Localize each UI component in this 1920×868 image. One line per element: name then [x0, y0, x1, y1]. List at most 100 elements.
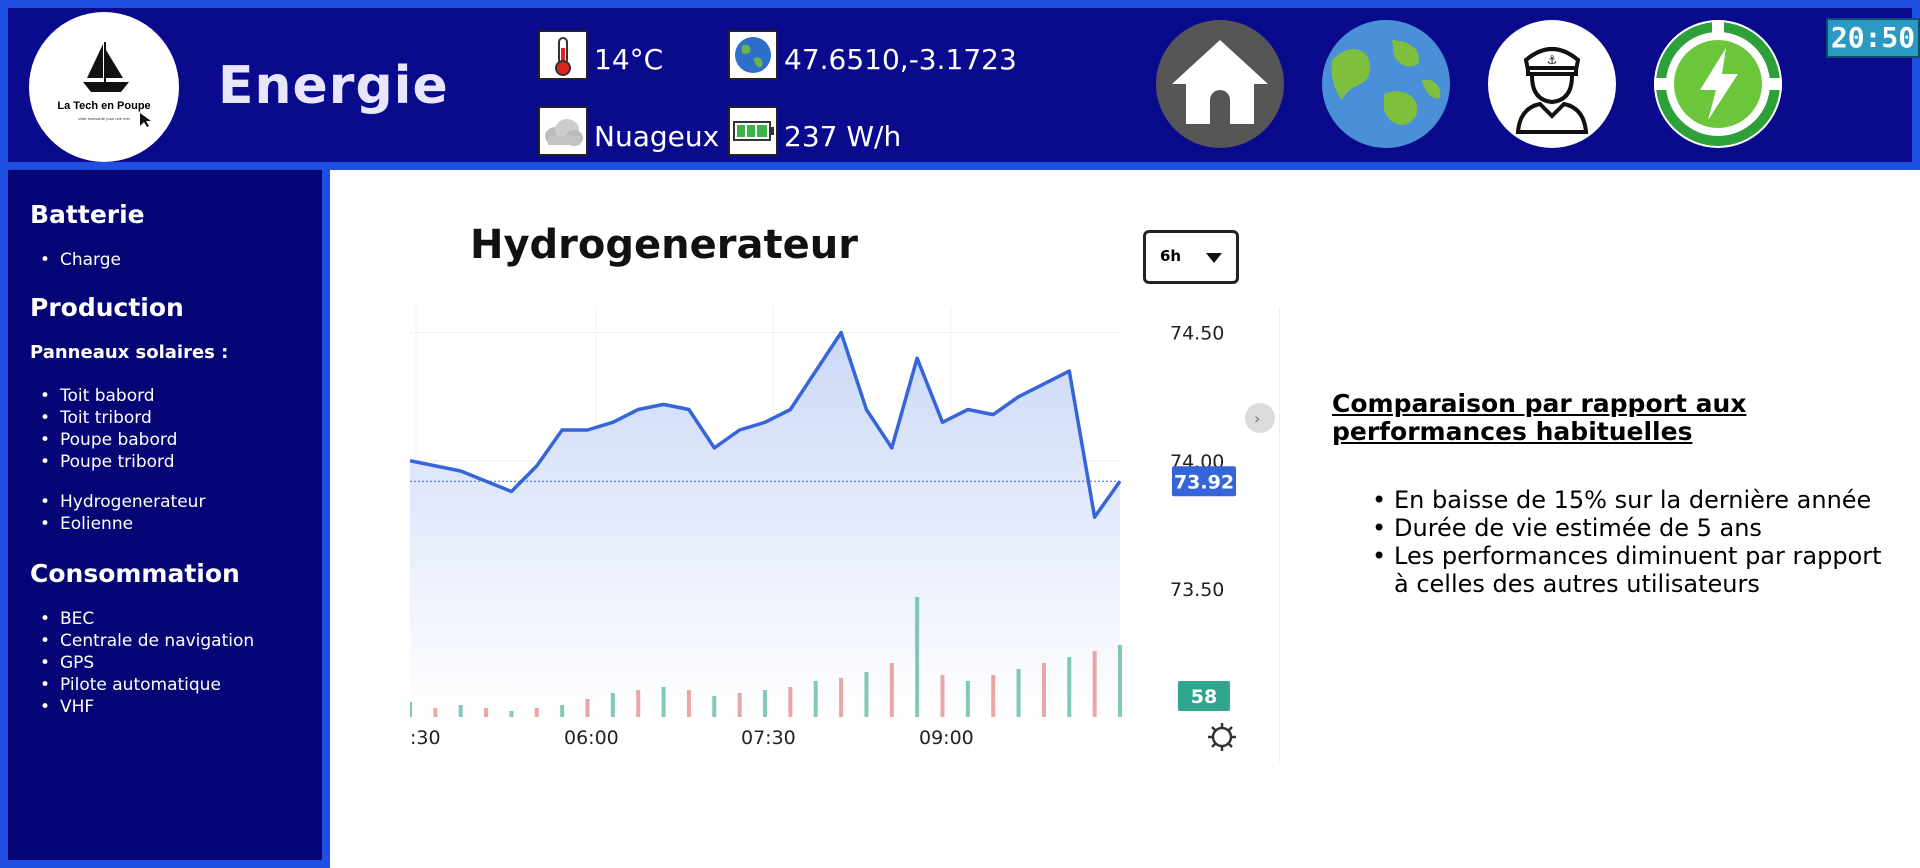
sidebar-section-batterie[interactable]: Batterie	[30, 200, 145, 229]
sidebar-list-consommation: BEC Centrale de navigation GPS Pilote au…	[30, 608, 270, 718]
sidebar-item-vhf[interactable]: VHF	[30, 696, 270, 718]
map-button[interactable]	[1322, 20, 1450, 148]
thermometer-icon	[538, 30, 588, 80]
volume-bar	[915, 597, 920, 717]
sidebar-item-bec[interactable]: BEC	[30, 608, 270, 630]
volume-bar	[965, 681, 970, 717]
clock: 20:50	[1826, 18, 1920, 58]
x-tick-label: 06:00	[564, 727, 619, 749]
logo[interactable]: La Tech en Poupe Voile innovante pour un…	[29, 12, 179, 162]
sidebar-list-batterie: Charge	[30, 249, 322, 271]
sidebar-item-eolienne[interactable]: Eolienne	[30, 513, 322, 535]
main-content: Hydrogenerateur 6h 74.50 74.00 73.50 :30 06…	[330, 170, 1920, 868]
volume-bar	[484, 708, 489, 717]
comparison-item: Durée de vie estimée de 5 ans	[1372, 514, 1892, 542]
volume-bar	[737, 693, 742, 717]
comparison-panel: Comparaison par rapport aux performances…	[1332, 389, 1892, 599]
volume-label: 58	[1191, 686, 1217, 708]
y-tick-label: 73.50	[1170, 579, 1224, 601]
sidebar-item-poupe-tribord[interactable]: Poupe tribord	[30, 451, 322, 473]
volume-bar	[788, 687, 793, 717]
battery-icon	[728, 106, 778, 156]
comparison-list: En baisse de 15% sur la dernière année D…	[1372, 486, 1892, 598]
sidebar-list-solar: Toit babord Toit tribord Poupe babord Po…	[30, 385, 322, 473]
volume-bar	[889, 663, 894, 717]
last-value-badge: 73.92	[1172, 466, 1236, 497]
range-select[interactable]: 6h	[1143, 230, 1239, 284]
range-select-value: 6h	[1160, 247, 1182, 265]
logo-text: La Tech en Poupe	[57, 100, 151, 112]
sidebar-section-production[interactable]: Production	[30, 293, 184, 322]
cloud-icon	[538, 106, 588, 156]
sidebar-item-pilote-automatique[interactable]: Pilote automatique	[30, 674, 270, 696]
volume-bar	[1118, 645, 1122, 717]
volume-bar	[1016, 669, 1021, 717]
chart[interactable]: 74.50 74.00 73.50 :30 06:00 07:30 09:00 73.92…	[410, 307, 1280, 762]
globe-icon	[728, 30, 778, 80]
globe-icon	[1331, 40, 1441, 125]
volume-bar	[991, 675, 996, 717]
chart-area	[410, 332, 1120, 717]
volume-bar	[686, 690, 691, 717]
sidebar-section-consommation[interactable]: Consommation	[30, 559, 240, 588]
home-icon	[1172, 40, 1268, 124]
volume-bar	[534, 708, 539, 717]
settings-icon[interactable]	[1208, 723, 1236, 751]
sidebar-item-poupe-babord[interactable]: Poupe babord	[30, 429, 322, 451]
chart-volume	[410, 597, 1122, 717]
chevron-right-icon: ›	[1254, 409, 1261, 428]
weather-value: Nuageux	[594, 120, 720, 153]
lightning-icon	[1654, 20, 1782, 146]
volume-bar	[410, 702, 412, 717]
cursor-icon	[140, 113, 151, 127]
sidebar-item-hydrogenerateur[interactable]: Hydrogenerateur	[30, 491, 322, 513]
sidebar-item-centrale-navigation[interactable]: Centrale de navigation	[30, 630, 270, 652]
chart-scroll-button[interactable]: ›	[1245, 403, 1275, 433]
temperature-value: 14°C	[594, 43, 664, 76]
skipper-button[interactable]: ⚓	[1488, 20, 1616, 148]
volume-bar	[610, 693, 615, 717]
energy-button[interactable]	[1654, 20, 1782, 148]
y-tick-label: 74.50	[1170, 323, 1224, 345]
sidebar-item-charge[interactable]: Charge	[30, 249, 322, 271]
volume-bar	[1067, 657, 1072, 717]
logo-tagline: Voile innovante pour une mer	[77, 116, 131, 121]
volume-bar	[1041, 663, 1046, 717]
volume-bar	[560, 705, 565, 717]
svg-text:⚓: ⚓	[1547, 53, 1558, 67]
x-tick-label: 07:30	[741, 727, 796, 749]
x-axis: :30 06:00 07:30 09:00	[410, 727, 974, 749]
sidebar: Batterie Charge Production Panneaux sola…	[0, 170, 330, 868]
volume-bar	[712, 696, 717, 717]
volume-bar	[585, 699, 590, 717]
chevron-down-icon	[1206, 253, 1222, 263]
volume-bar	[509, 711, 514, 717]
app-title: Energie	[218, 56, 449, 116]
volume-bar	[763, 690, 767, 717]
home-button[interactable]	[1156, 20, 1284, 148]
sidebar-item-toit-babord[interactable]: Toit babord	[30, 385, 322, 407]
comparison-item: En baisse de 15% sur la dernière année	[1372, 486, 1892, 514]
sidebar-subtitle-solar: Panneaux solaires :	[30, 342, 229, 363]
header-bar: La Tech en Poupe Voile innovante pour un…	[0, 0, 1920, 170]
volume-bar	[1092, 651, 1097, 717]
power-value: 237 W/h	[784, 120, 902, 153]
sidebar-item-gps[interactable]: GPS	[30, 652, 270, 674]
x-tick-label: :30	[410, 727, 441, 749]
volume-bar	[661, 687, 666, 717]
comparison-title: Comparaison par rapport aux performances…	[1332, 389, 1747, 446]
comparison-item: Les performances diminuent par rapport à…	[1372, 542, 1892, 598]
sidebar-item-toit-tribord[interactable]: Toit tribord	[30, 407, 322, 429]
volume-bar	[458, 705, 463, 717]
sidebar-list-other-production: Hydrogenerateur Eolienne	[30, 491, 322, 535]
last-value-label: 73.92	[1174, 471, 1234, 493]
volume-bar	[636, 690, 641, 717]
volume-bar	[813, 681, 818, 717]
coordinates-value: 47.6510,-3.1723	[784, 43, 1017, 76]
chart-title: Hydrogenerateur	[470, 222, 858, 268]
x-tick-label: 09:00	[919, 727, 974, 749]
sailboat-icon	[83, 42, 129, 92]
volume-bar	[864, 672, 869, 717]
